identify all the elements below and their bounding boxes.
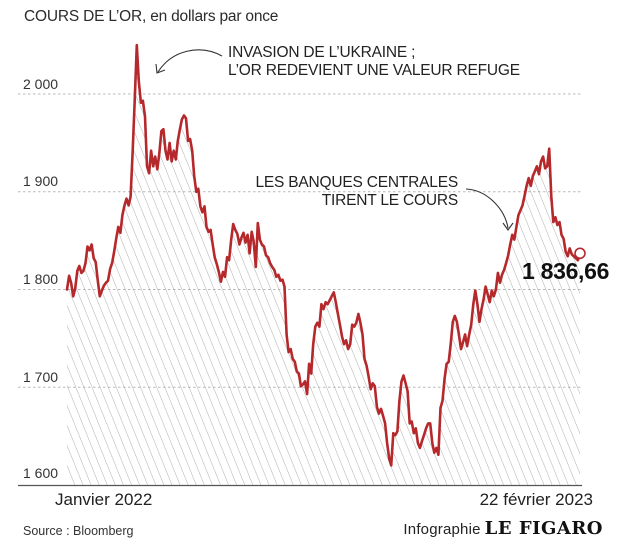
annotation-line: TIRENT LE COURS bbox=[321, 192, 458, 209]
credit: Infographie LE FIGARO bbox=[403, 518, 603, 539]
y-tick-label: 1 900 bbox=[23, 173, 59, 189]
annotation-central-banks: LES BANQUES CENTRALES TIRENT LE COURS bbox=[255, 174, 458, 210]
last-value-label: 1 836,66 bbox=[522, 258, 610, 284]
y-tick-label: 1 600 bbox=[23, 465, 59, 481]
chart-title: COURS DE L’OR, en dollars par once bbox=[24, 8, 279, 25]
arrow-ukraine-head-icon bbox=[155, 63, 166, 74]
y-tick-label: 1 700 bbox=[23, 369, 59, 385]
annotation-line: L’OR REDEVIENT UNE VALEUR REFUGE bbox=[228, 62, 520, 79]
price-line bbox=[65, 43, 582, 467]
last-value-marker bbox=[574, 247, 586, 260]
x-tick-end: 22 février 2023 bbox=[479, 490, 593, 509]
annotation-ukraine: INVASION DE L’UKRAINE ; L’OR REDEVIENT U… bbox=[228, 44, 520, 80]
source-note: Source : Bloomberg bbox=[23, 524, 134, 538]
annotation-line: LES BANQUES CENTRALES bbox=[255, 174, 458, 191]
area-fill bbox=[67, 45, 580, 485]
arrow-banks-head-icon bbox=[502, 222, 514, 231]
credit-label: Infographie bbox=[403, 521, 481, 538]
y-tick-label: 1 800 bbox=[23, 271, 59, 287]
arrow-ukraine-icon bbox=[157, 49, 223, 73]
x-tick-start: Janvier 2022 bbox=[55, 490, 153, 509]
arrow-banks-icon bbox=[465, 188, 509, 229]
brand-logo: LE FIGARO bbox=[484, 518, 603, 539]
annotation-line: INVASION DE L’UKRAINE ; bbox=[228, 44, 416, 61]
y-tick-label: 2 000 bbox=[23, 76, 59, 92]
